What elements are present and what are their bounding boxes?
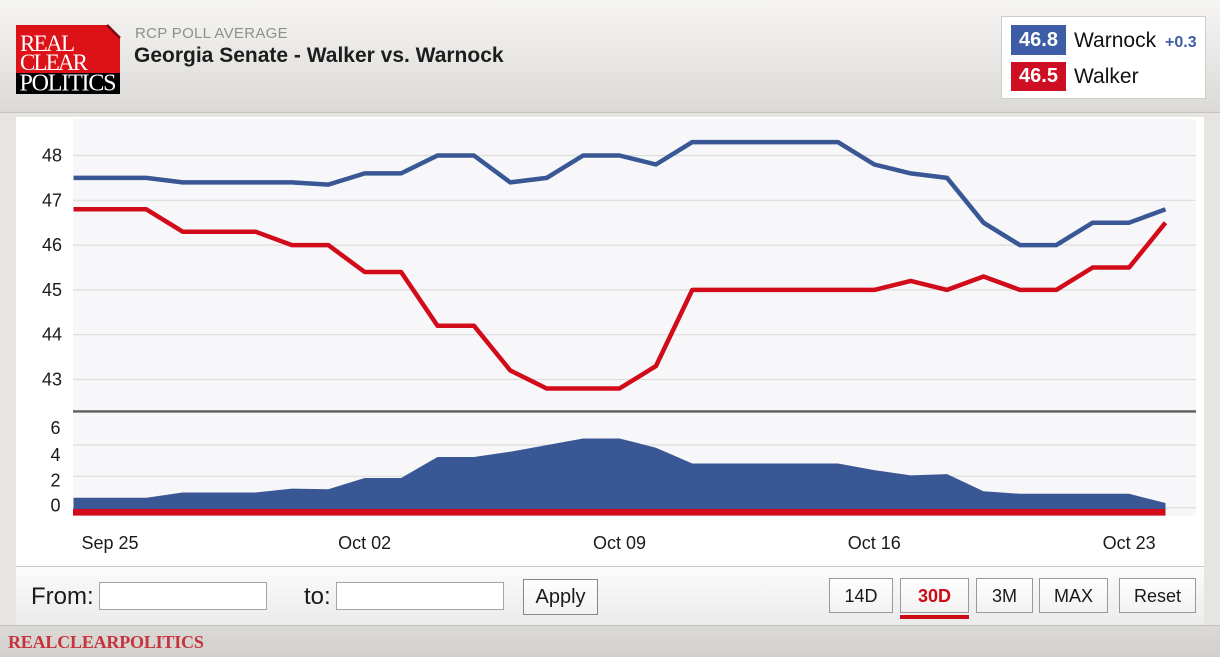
svg-text:6: 6 xyxy=(50,418,60,438)
svg-text:CLEAR: CLEAR xyxy=(20,50,89,75)
svg-text:Sep 25: Sep 25 xyxy=(81,533,138,553)
svg-text:Oct 02: Oct 02 xyxy=(338,533,391,553)
svg-text:REAL: REAL xyxy=(20,31,75,56)
svg-text:43: 43 xyxy=(42,370,62,390)
svg-text:48: 48 xyxy=(42,146,62,166)
svg-text:POLITICS: POLITICS xyxy=(20,71,117,97)
svg-text:2: 2 xyxy=(50,471,60,491)
svg-text:0: 0 xyxy=(50,495,60,515)
svg-text:44: 44 xyxy=(42,325,62,345)
svg-text:45: 45 xyxy=(42,280,62,300)
svg-text:Oct 23: Oct 23 xyxy=(1103,533,1156,553)
svg-text:Oct 09: Oct 09 xyxy=(593,533,646,553)
svg-text:46: 46 xyxy=(42,235,62,255)
svg-text:Oct 16: Oct 16 xyxy=(848,533,901,553)
svg-text:4: 4 xyxy=(50,445,60,465)
svg-text:47: 47 xyxy=(42,190,62,210)
